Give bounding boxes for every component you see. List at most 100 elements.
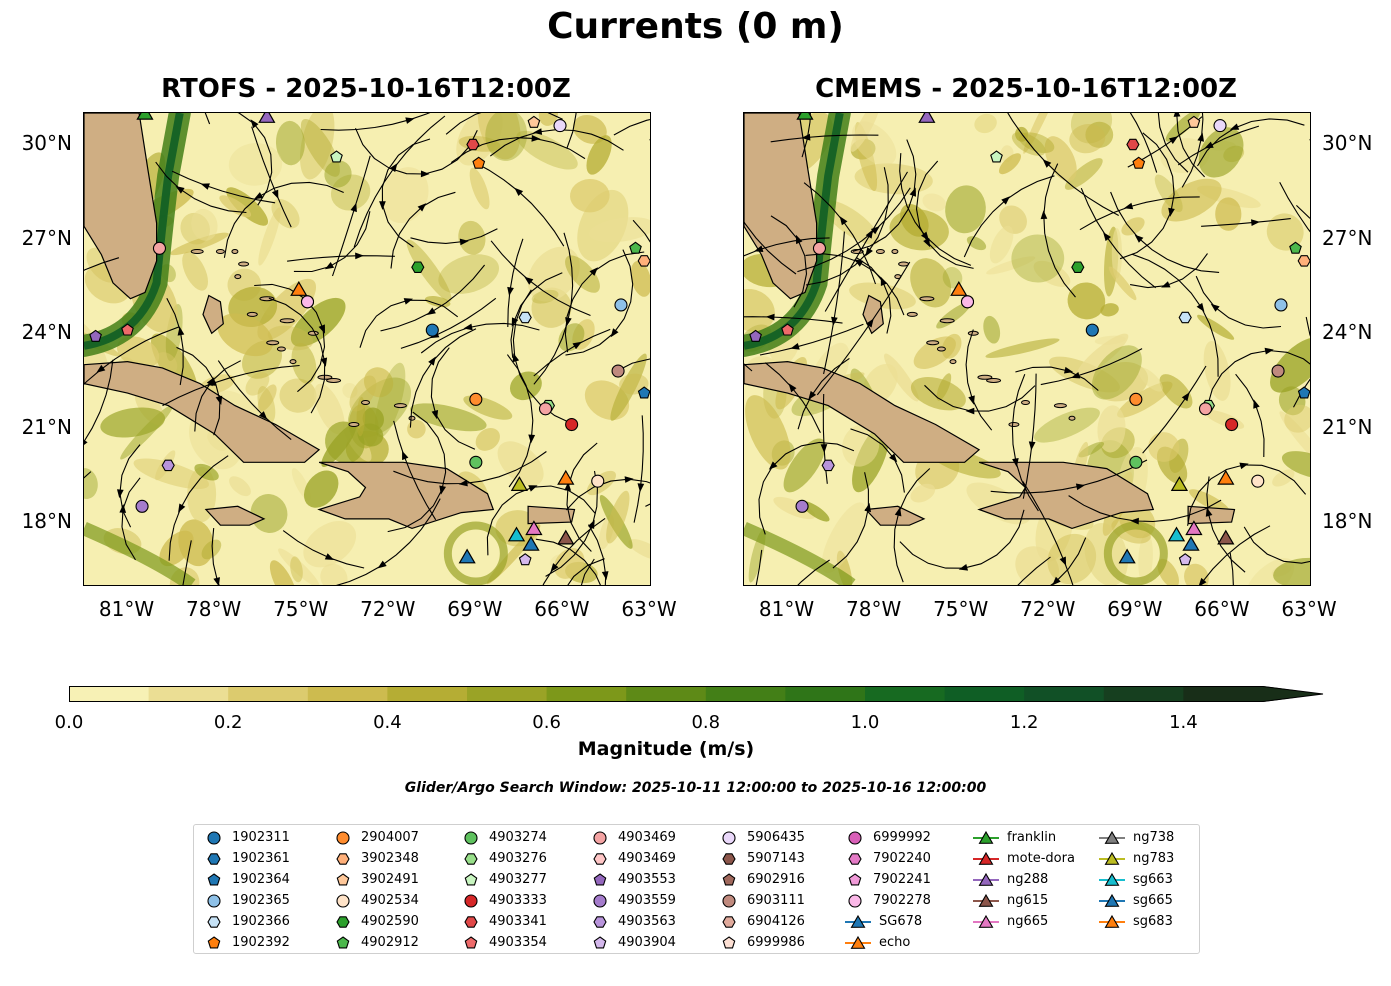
speed-patch <box>258 207 281 266</box>
legend-marker <box>1104 893 1120 907</box>
bahamas-island <box>190 249 204 254</box>
streamline <box>119 444 141 528</box>
float-legend-icon <box>336 830 350 845</box>
streamline-arrow <box>420 170 430 178</box>
streamline <box>797 559 830 585</box>
legend-item: 1902366 <box>202 911 290 932</box>
streamline-arrow <box>379 201 386 210</box>
streamline <box>410 228 498 244</box>
streamline <box>564 251 645 353</box>
legend-label: 3902348 <box>361 851 419 866</box>
speed-patch <box>349 375 377 412</box>
legend-label: 5906435 <box>747 830 805 845</box>
legend-item: 4903904 <box>588 932 676 953</box>
glider-legend-icon <box>845 914 871 928</box>
streamline <box>217 360 292 441</box>
legend-marker <box>464 852 478 865</box>
legend-label: 1902311 <box>232 830 290 845</box>
speed-patch <box>1273 557 1310 585</box>
streamline-arrow <box>1197 132 1204 142</box>
streamline-arrow <box>1239 462 1249 470</box>
streamline-arrow <box>754 245 764 252</box>
speed-patch <box>324 160 352 188</box>
speed-patch <box>406 239 452 302</box>
gulf-stream-core <box>84 113 184 350</box>
streamline <box>805 167 889 286</box>
streamline <box>1110 191 1220 273</box>
legend-item: ng738 <box>1097 827 1174 848</box>
legend-marker <box>848 830 862 845</box>
streamline-arrow <box>431 410 439 420</box>
float-legend-icon <box>464 915 478 928</box>
streamline-arrow <box>324 553 335 560</box>
speed-patch <box>983 315 1001 344</box>
speed-patch <box>497 441 544 486</box>
glider-marker-SG678 <box>1118 548 1136 564</box>
legend-item: 7902241 <box>843 869 931 890</box>
legend-label: SG678 <box>879 914 923 929</box>
streamline-arrow <box>1028 441 1036 451</box>
glider-marker-ng288 <box>258 113 276 123</box>
legend-label: 6902916 <box>747 872 805 887</box>
colorbar-tick-label: 0.4 <box>373 712 402 733</box>
legend-label: 4903274 <box>489 830 547 845</box>
glider-marker-franklin <box>136 113 154 120</box>
colorbar-outline <box>69 686 1324 702</box>
bahamas-island <box>259 296 275 302</box>
streamline <box>211 528 220 585</box>
streamline <box>359 299 459 348</box>
float-legend-icon <box>464 935 478 948</box>
streamline-arrow <box>865 247 873 257</box>
colorbar-tick-label: 0.8 <box>691 712 721 733</box>
speed-patch <box>985 338 1060 358</box>
speed-patch <box>1019 132 1055 154</box>
speed-patch <box>170 232 229 256</box>
streamline-arrow <box>250 119 259 129</box>
speed-patch <box>275 120 305 166</box>
legend-item: 4903341 <box>459 911 547 932</box>
speed-patch <box>267 325 314 351</box>
streamline-arrow <box>1264 347 1274 355</box>
lon-tick-label: 81°W <box>98 597 155 621</box>
speed-patch <box>1188 489 1230 514</box>
colorbar-segment <box>307 686 388 702</box>
lat-tick-label-right: 30°N <box>1322 131 1373 156</box>
bahamas-island <box>939 318 955 324</box>
float-marker-4903341 <box>466 138 480 151</box>
speed-patch <box>1270 337 1310 393</box>
streamline <box>393 451 547 485</box>
colorbar-segment <box>705 686 786 702</box>
speed-patch <box>1111 228 1122 279</box>
speed-patch <box>884 353 919 402</box>
streamline <box>744 237 830 257</box>
streamlines <box>744 113 1310 585</box>
float-marker-1902392 <box>472 156 486 169</box>
legend-item: mote-dora <box>971 848 1075 869</box>
speed-patch <box>84 468 98 500</box>
float-marker-4903904 <box>1178 553 1192 566</box>
speed-patch <box>1064 158 1103 190</box>
bahamas-island <box>949 359 957 365</box>
streamline <box>1040 348 1143 386</box>
streamline-arrow <box>909 187 916 197</box>
speed-patch <box>363 367 394 398</box>
float-marker-4903354 <box>781 323 794 336</box>
colorbar-segment <box>69 686 150 702</box>
legend-marker <box>336 893 350 908</box>
speed-patch <box>1121 217 1145 236</box>
streamline <box>990 459 1148 494</box>
float-legend-icon <box>336 852 350 865</box>
glider-legend-icon <box>1099 830 1125 844</box>
bahamas-island <box>408 415 416 421</box>
streamline <box>744 220 797 275</box>
legend-label: 4903277 <box>489 872 547 887</box>
float-marker-2904007 <box>1129 392 1143 406</box>
streamline-arrow <box>564 481 572 491</box>
colorbar-segment <box>546 686 627 702</box>
streamline <box>171 170 276 204</box>
argo-floats <box>89 115 650 566</box>
legend-label: ng288 <box>1007 872 1049 887</box>
cmems-map <box>743 112 1311 586</box>
colorbar-tick-label: 1.0 <box>850 712 880 733</box>
colorbar-label: Magnitude (m/s) <box>577 738 755 760</box>
